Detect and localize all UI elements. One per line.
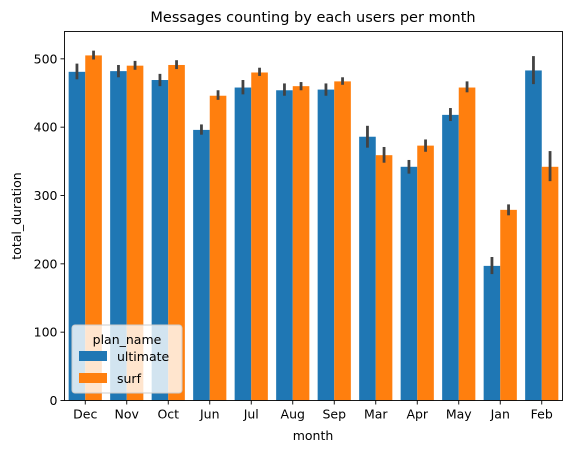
bar-surf-mar: [375, 155, 393, 401]
bar-surf-sep: [334, 81, 351, 401]
bar-ultimate-oct: [151, 80, 169, 401]
x-tick-label: Mar: [364, 407, 388, 422]
x-axis-label: month: [293, 428, 334, 443]
legend-swatch-surf: [79, 373, 107, 383]
x-axis: Dec Nov Oct Jun Jul Aug Sep Mar Apr May Jan Feb: [73, 400, 553, 422]
legend: plan_name ultimate surf: [71, 324, 183, 394]
x-tick-label: Jun: [199, 407, 220, 422]
x-tick-label: Jan: [490, 407, 510, 422]
bar-surf-aug: [292, 86, 310, 401]
y-tick-label: 500: [34, 51, 58, 66]
x-tick-label: Nov: [115, 407, 140, 422]
bar-ultimate-may: [442, 114, 459, 401]
bar-ultimate-aug: [276, 90, 293, 401]
bar-surf-jul: [251, 72, 268, 401]
bar-surf-oct: [168, 64, 185, 401]
y-tick-label: 0: [50, 393, 58, 408]
y-axis-label: total_duration: [9, 172, 24, 259]
y-axis: 0 100 200 300 400 500: [34, 51, 65, 408]
bar-surf-jun: [209, 95, 227, 401]
x-tick-label: May: [446, 407, 472, 422]
legend-label-surf: surf: [117, 371, 142, 386]
y-tick-label: 200: [34, 256, 58, 271]
bar-ultimate-jan: [483, 265, 501, 401]
x-tick-label: Oct: [157, 407, 179, 422]
bar-ultimate-apr: [400, 166, 418, 401]
bars-group: [68, 55, 559, 401]
bar-ultimate-feb: [525, 70, 542, 401]
x-tick-label: Dec: [73, 407, 97, 422]
bar-surf-may: [458, 87, 476, 401]
y-tick-label: 100: [34, 325, 58, 340]
x-tick-label: Aug: [281, 407, 305, 422]
y-tick-label: 400: [34, 120, 58, 135]
bar-surf-dec: [85, 55, 102, 401]
legend-label-ultimate: ultimate: [117, 349, 170, 364]
x-tick-label: Jul: [243, 407, 259, 422]
y-tick-label: 300: [34, 188, 58, 203]
bar-surf-feb: [541, 166, 559, 401]
bar-ultimate-jun: [193, 129, 210, 401]
error-bars-group: [75, 50, 552, 275]
bar-ultimate-mar: [359, 136, 376, 401]
chart-title: Messages counting by each users per mont…: [150, 10, 475, 26]
x-tick-label: Apr: [406, 407, 428, 422]
bar-ultimate-nov: [110, 71, 127, 401]
legend-title: plan_name: [93, 332, 162, 347]
x-tick-label: Feb: [531, 407, 553, 422]
bar-surf-jan: [500, 209, 517, 401]
bar-surf-apr: [417, 145, 434, 401]
legend-swatch-ultimate: [79, 351, 107, 361]
x-tick-label: Sep: [322, 407, 346, 422]
bar-surf-nov: [126, 65, 144, 401]
bar-ultimate-sep: [317, 89, 335, 401]
bar-ultimate-dec: [68, 71, 86, 401]
bar-ultimate-jul: [234, 87, 252, 401]
plot-frame: [64, 31, 563, 401]
